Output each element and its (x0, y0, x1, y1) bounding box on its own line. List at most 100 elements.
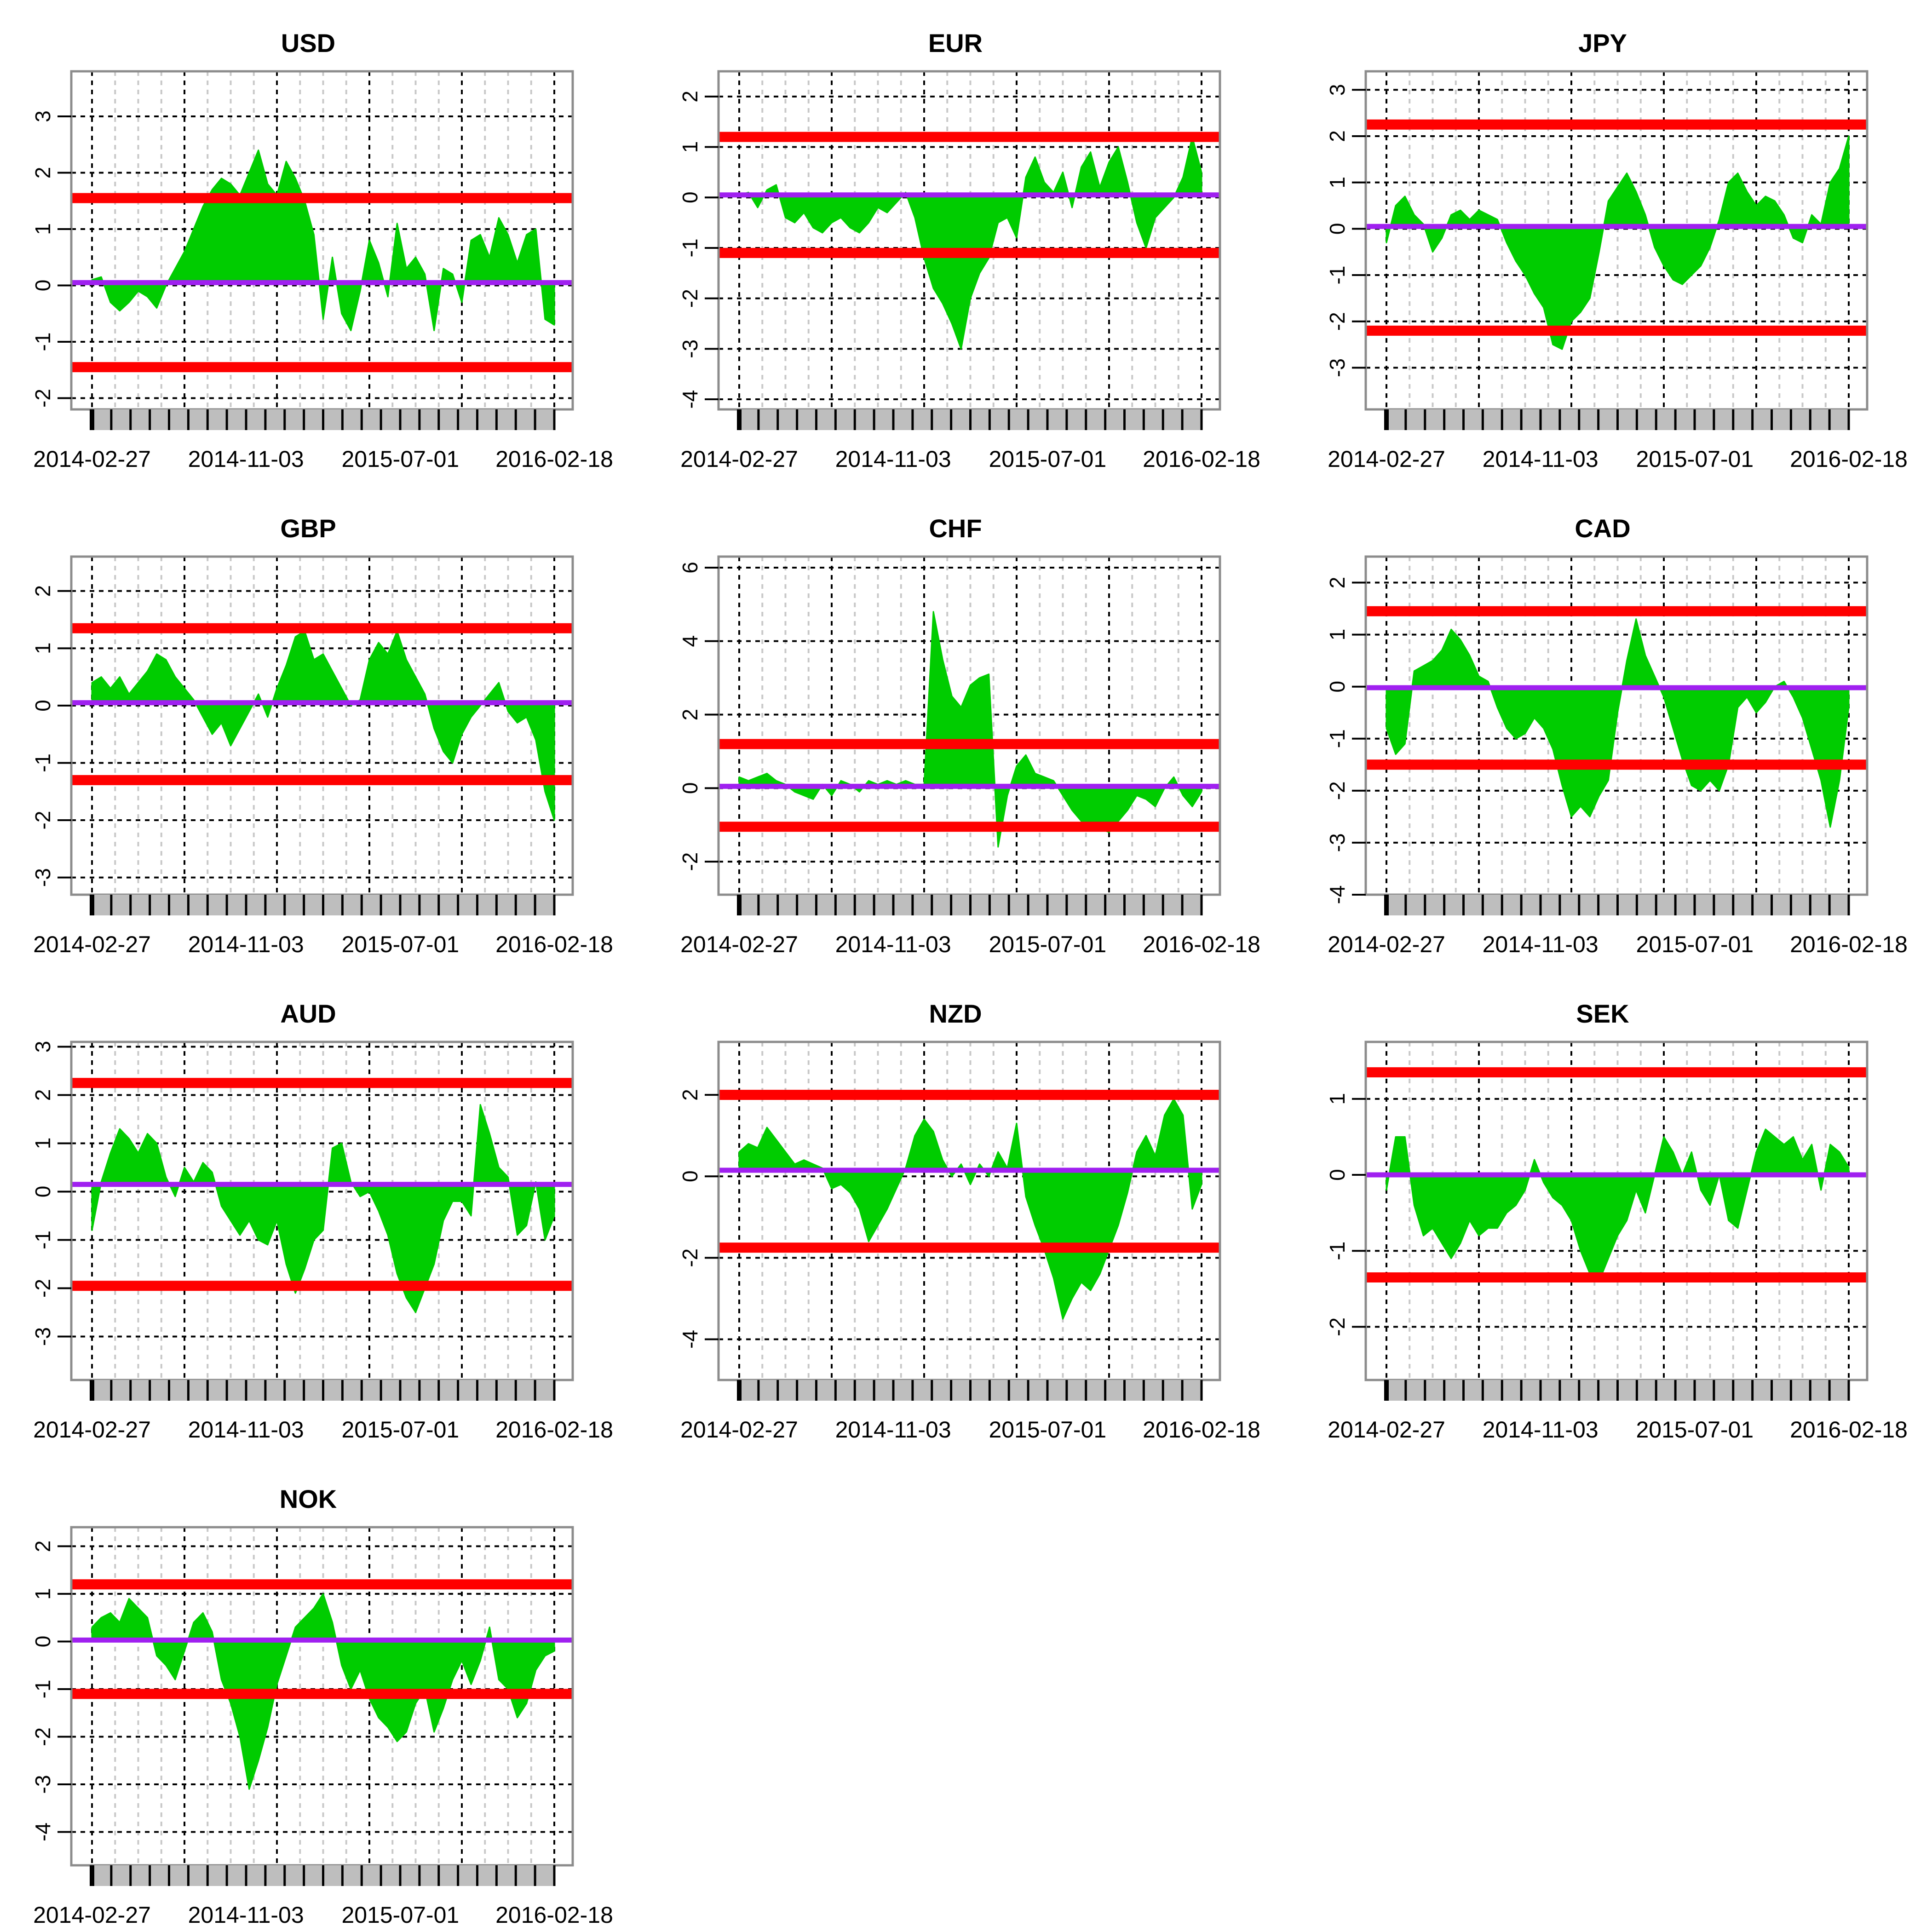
y-tick-label: 1 (678, 141, 702, 153)
area-fill (738, 136, 1202, 350)
panel-title: CAD (1575, 514, 1630, 543)
y-tick-label: -1 (31, 1680, 55, 1699)
y-tick-label: 2 (31, 585, 55, 597)
y-tick-label: 1 (31, 1588, 55, 1600)
x-date-label: 2016-02-18 (1790, 446, 1908, 472)
panel-title: NOK (280, 1484, 337, 1513)
panel-sek: SEK -2 -1 0 1 2014-02-27 2014-11-03 2015-07-01 2… (1325, 999, 1908, 1443)
x-date-label: 2014-11-03 (835, 446, 951, 472)
x-date-label: 2015-07-01 (989, 446, 1106, 472)
y-tick-label: 2 (31, 1089, 55, 1101)
y-tick-label: -2 (31, 811, 55, 830)
x-date-label: 2014-11-03 (835, 1417, 951, 1443)
y-tick-label: 0 (31, 280, 55, 292)
x-date-label: 2014-02-27 (1328, 932, 1445, 957)
y-tick-label: -2 (1325, 312, 1349, 331)
panel-title: USD (281, 29, 335, 58)
y-tick-label: 0 (678, 191, 702, 203)
x-date-label: 2014-02-27 (680, 446, 798, 472)
y-tick-label: -2 (678, 289, 702, 308)
y-tick-label: -3 (31, 868, 55, 887)
x-date-label: 2016-02-18 (1143, 1417, 1260, 1443)
y-tick-label: 1 (31, 223, 55, 235)
panel-jpy: JPY -3 -2 -1 0 1 2 3 2014-02-27 2014-11-03 2015-07… (1325, 29, 1908, 472)
area-fill (91, 1104, 555, 1313)
panel-title: CHF (929, 514, 982, 543)
y-tick-label: 0 (31, 1636, 55, 1648)
x-date-label: 2015-07-01 (341, 1417, 459, 1443)
panel-title: SEK (1576, 999, 1629, 1028)
y-tick-label: 0 (1325, 223, 1349, 235)
y-tick-label: 0 (31, 700, 55, 712)
y-tick-label: 2 (678, 91, 702, 103)
panel-cad: CAD -4 -3 -2 -1 0 1 2 2014-02-27 2014-11-03 2015-0… (1325, 514, 1908, 957)
y-tick-label: -1 (1325, 729, 1349, 748)
y-tick-label: 0 (31, 1186, 55, 1198)
x-date-label: 2014-11-03 (1483, 932, 1598, 957)
y-tick-label: -1 (678, 239, 702, 258)
y-tick-label: 1 (31, 643, 55, 655)
y-tick-label: 2 (678, 709, 702, 721)
x-date-label: 2016-02-18 (495, 932, 613, 957)
y-tick-label: 2 (1325, 577, 1349, 589)
y-tick-label: 0 (1325, 1169, 1349, 1181)
y-tick-label: -3 (678, 339, 702, 358)
y-tick-label: -3 (31, 1775, 55, 1794)
y-tick-label: -3 (1325, 833, 1349, 852)
y-tick-label: 0 (678, 782, 702, 794)
y-tick-label: 3 (31, 110, 55, 122)
y-tick-label: -2 (678, 852, 702, 871)
y-tick-label: 3 (1325, 84, 1349, 96)
x-date-label: 2014-02-27 (680, 1417, 798, 1443)
y-tick-label: 1 (1325, 1093, 1349, 1105)
area-fill (91, 630, 555, 821)
x-date-label: 2014-02-27 (33, 1417, 151, 1443)
x-date-label: 2015-07-01 (1636, 1417, 1754, 1443)
panels-grid: USD -2 -1 0 1 2 3 2014-02-27 2014-11-03 2015-07-0… (31, 29, 1908, 1928)
panel-nzd: NZD -4 -2 0 2 2014-02-27 2014-11-03 2015-07-01 2… (678, 999, 1260, 1443)
x-date-label: 2015-07-01 (1636, 932, 1754, 957)
x-date-label: 2016-02-18 (495, 1902, 613, 1928)
panel-title: GBP (280, 514, 336, 543)
area-fill (1386, 135, 1850, 350)
y-tick-label: 2 (1325, 130, 1349, 142)
y-tick-label: -2 (1325, 1317, 1349, 1336)
x-date-label: 2015-07-01 (341, 1902, 459, 1928)
y-tick-label: -2 (31, 1279, 55, 1298)
y-tick-label: 2 (678, 1089, 702, 1101)
x-date-label: 2016-02-18 (1143, 446, 1260, 472)
x-date-label: 2014-02-27 (1328, 446, 1445, 472)
x-date-label: 2014-11-03 (835, 932, 951, 957)
y-tick-label: -2 (678, 1248, 702, 1267)
y-tick-label: -2 (1325, 781, 1349, 800)
x-date-label: 2015-07-01 (989, 1417, 1106, 1443)
x-date-label: 2016-02-18 (1790, 932, 1908, 957)
x-date-label: 2016-02-18 (495, 446, 613, 472)
y-tick-label: -4 (678, 390, 702, 409)
x-date-label: 2014-11-03 (1483, 1417, 1598, 1443)
area-fill (91, 150, 555, 331)
y-tick-label: 6 (678, 562, 702, 574)
y-tick-label: -2 (31, 389, 55, 408)
panel-gbp: GBP -3 -2 -1 0 1 2 2014-02-27 2014-11-03 2015-07-… (31, 514, 613, 957)
y-tick-label: -3 (1325, 358, 1349, 377)
panel-nok: NOK -4 -3 -2 -1 0 1 2 2014-02-27 2014-11-03 2015-0… (31, 1484, 613, 1928)
panel-eur: EUR -4 -3 -2 -1 0 1 2 2014-02-27 2014-11-03 2015-0… (678, 29, 1260, 472)
y-tick-label: 2 (31, 167, 55, 179)
y-tick-label: -1 (1325, 266, 1349, 285)
y-tick-label: 1 (1325, 629, 1349, 641)
area-fill (1386, 1128, 1850, 1282)
x-date-label: 2014-11-03 (188, 1417, 304, 1443)
x-date-label: 2014-02-27 (33, 1902, 151, 1928)
panel-title: NZD (929, 999, 982, 1028)
x-date-label: 2014-11-03 (1483, 446, 1598, 472)
x-date-label: 2015-07-01 (989, 932, 1106, 957)
y-tick-label: -1 (31, 753, 55, 772)
x-date-label: 2015-07-01 (341, 932, 459, 957)
panel-title: JPY (1578, 29, 1627, 58)
x-date-label: 2016-02-18 (1143, 932, 1260, 957)
y-tick-label: -1 (1325, 1242, 1349, 1260)
area-fill (738, 1098, 1202, 1320)
y-tick-label: -1 (31, 333, 55, 351)
